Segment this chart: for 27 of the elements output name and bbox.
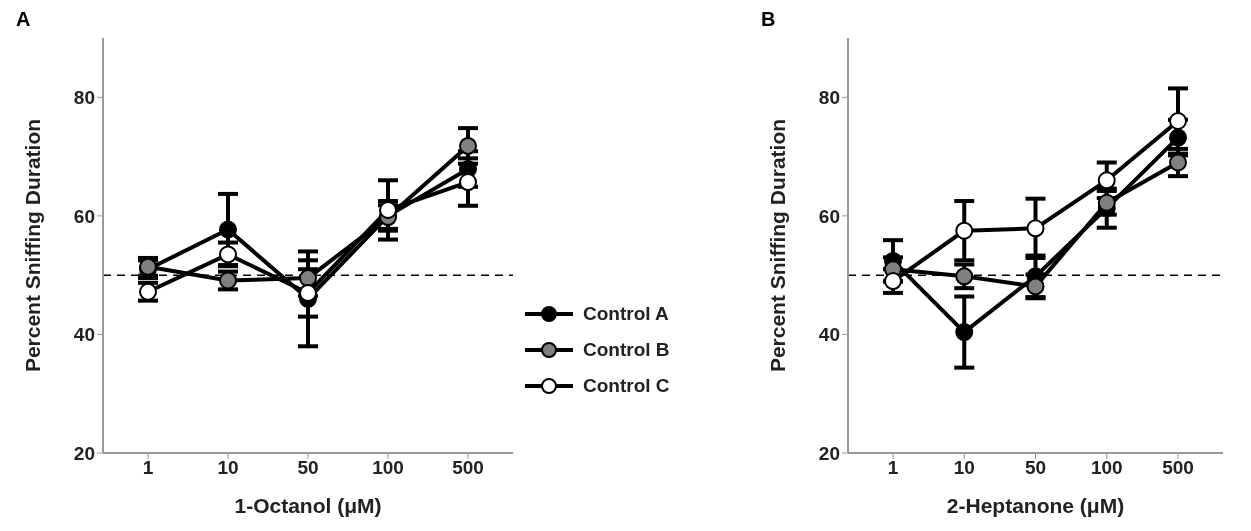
x-tick-label: 10: [953, 457, 975, 479]
y-tick-label: 80: [818, 87, 840, 109]
x-tick-label: 100: [1090, 457, 1123, 479]
x-tick-label: 50: [1024, 457, 1047, 479]
y-tick-label: 20: [818, 442, 840, 464]
y-tick-label: 60: [73, 205, 95, 227]
x-tick-label: 50: [297, 457, 319, 479]
x-tick-label: 10: [217, 457, 239, 479]
x-axis-title: 1-Octanol (μM): [234, 494, 382, 517]
x-axis-title: 2-Heptanone (μM): [946, 494, 1125, 517]
y-tick-label: 40: [73, 324, 95, 346]
chart-title: B: [761, 8, 776, 31]
y-tick-label: 60: [818, 205, 840, 227]
legend-label: Control A: [583, 303, 669, 325]
legend-label: Control C: [583, 375, 670, 397]
y-tick-label: 80: [73, 87, 95, 109]
legend-label: Control B: [583, 339, 670, 361]
chart-title: A: [16, 8, 31, 31]
x-tick-label: 500: [452, 457, 484, 479]
x-tick-label: 500: [1162, 457, 1194, 479]
y-tick-label: 40: [818, 324, 840, 346]
x-tick-label: 1: [887, 457, 899, 479]
y-axis-title: Percent Sniffing Duration: [21, 118, 45, 373]
y-axis-title: Percent Sniffing Duration: [766, 118, 790, 373]
x-tick-label: 100: [372, 457, 404, 479]
x-tick-label: 1: [142, 457, 154, 479]
y-tick-label: 20: [73, 442, 95, 464]
